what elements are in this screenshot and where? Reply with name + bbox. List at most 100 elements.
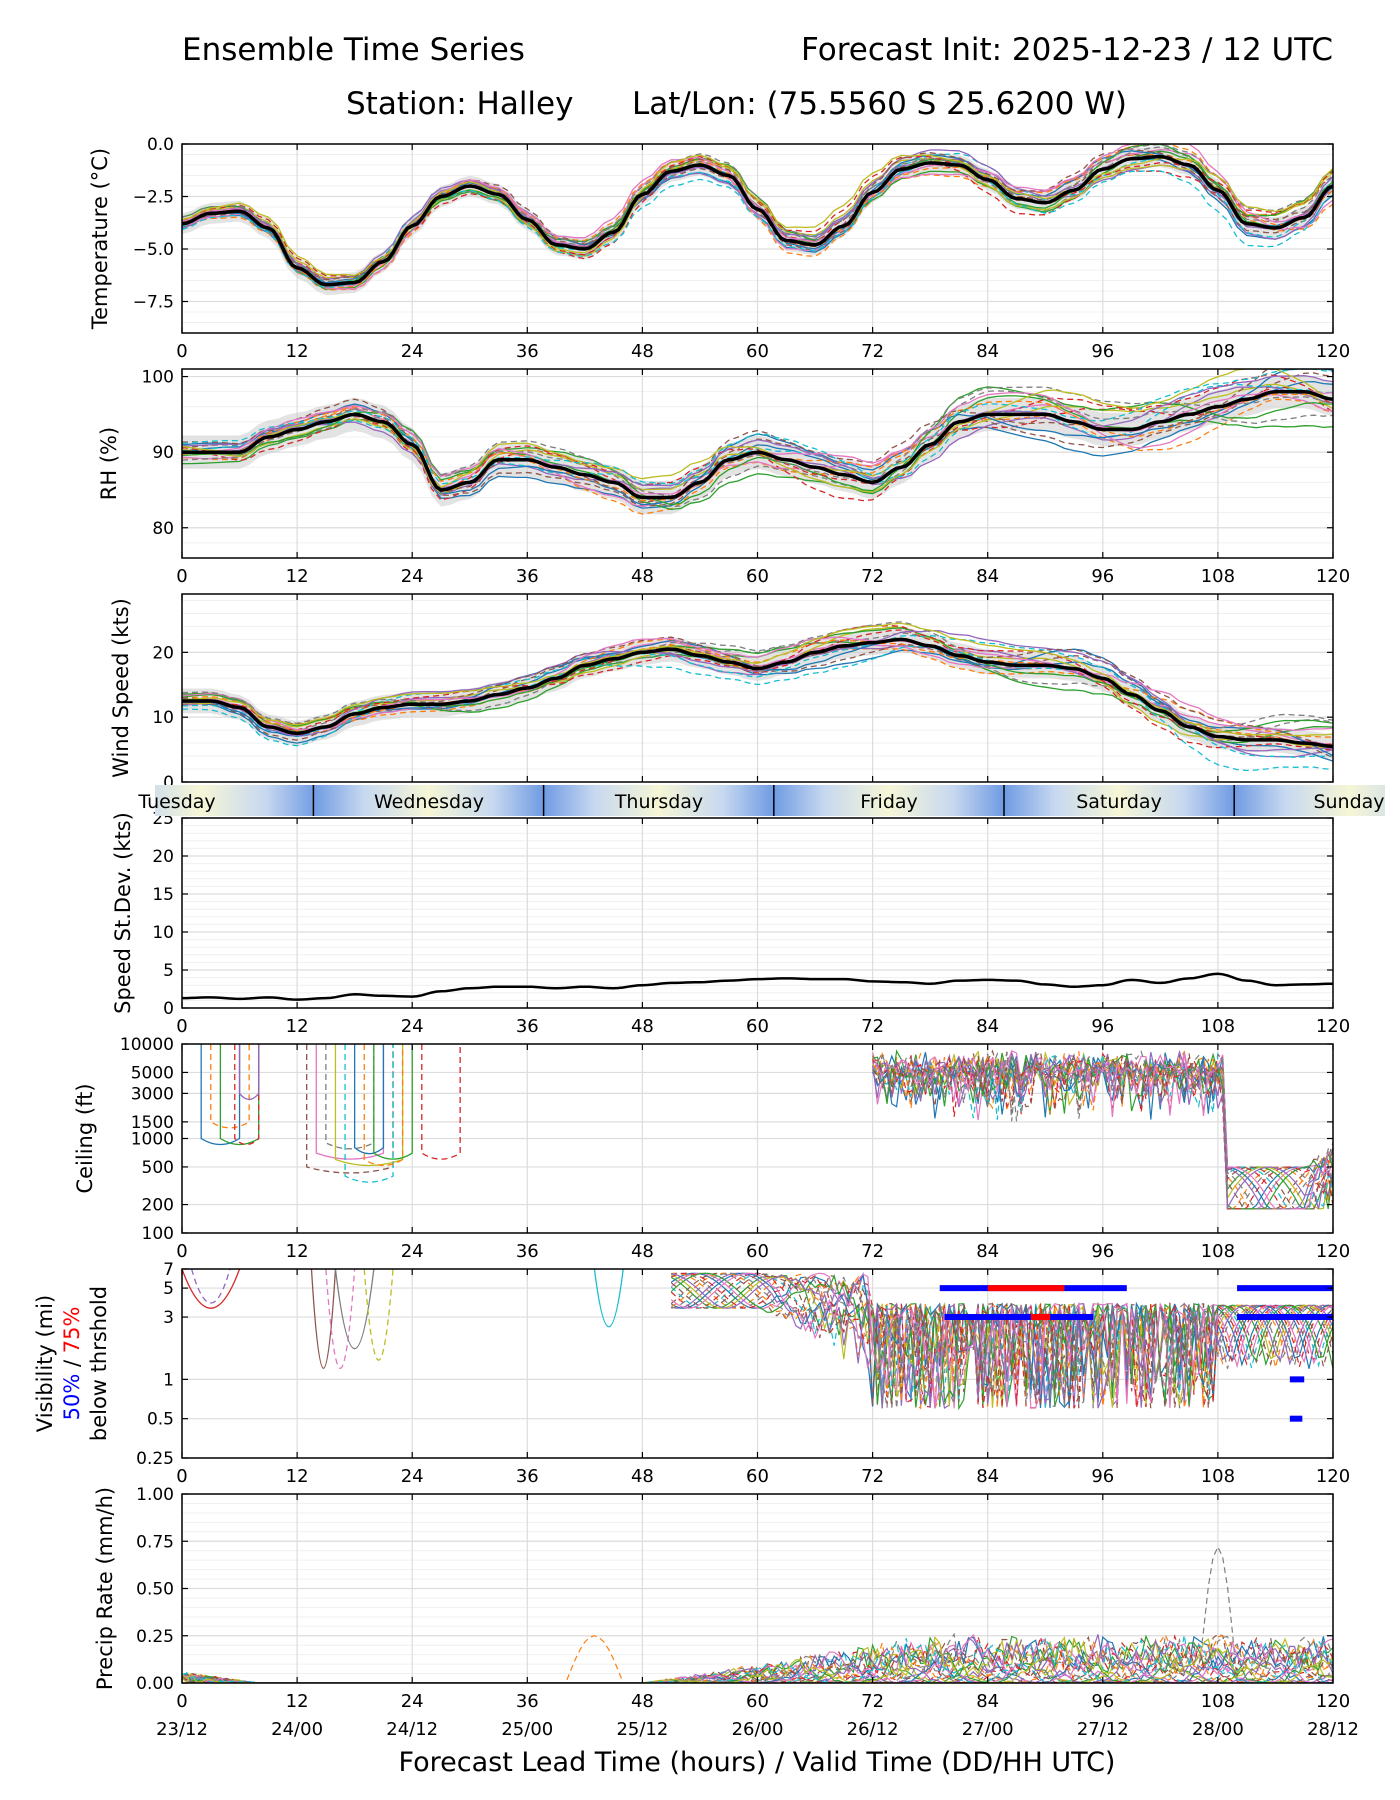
ceiling-member-line bbox=[872, 1055, 1333, 1210]
precip-xtick-label: 36 bbox=[516, 1691, 539, 1712]
temperature-xtick-label: 12 bbox=[286, 341, 309, 362]
speed_stdev-mean-line bbox=[182, 972, 1333, 1001]
ceiling-ytick-label: 100 bbox=[142, 1224, 174, 1244]
rh-member-line bbox=[182, 386, 1333, 497]
visibility-member-line bbox=[670, 1272, 1333, 1410]
day-label: Sunday bbox=[1313, 791, 1384, 813]
ceiling-member-line bbox=[872, 1052, 1333, 1210]
speed_stdev-xtick-label: 120 bbox=[1316, 1016, 1350, 1037]
visibility-member-line bbox=[671, 1272, 1333, 1409]
speed_stdev-xtick-label: 36 bbox=[516, 1016, 539, 1037]
visibility-ylabel-50: 50% bbox=[60, 1374, 84, 1421]
day-segment bbox=[155, 785, 317, 816]
speed_stdev-ytick-label: 20 bbox=[152, 847, 174, 867]
visibility-member-line bbox=[363, 1269, 394, 1361]
visibility-member-line bbox=[670, 1273, 1333, 1409]
valid-time-label: 28/00 bbox=[1192, 1719, 1244, 1740]
temperature-xtick-label: 108 bbox=[1201, 341, 1235, 362]
ceiling-member-line bbox=[354, 1044, 385, 1155]
ceiling-ytick-label: 1000 bbox=[131, 1130, 174, 1150]
visibility-xtick-label: 84 bbox=[976, 1466, 999, 1487]
wind_speed-ytick-label: 20 bbox=[152, 643, 174, 663]
rh-xtick-label: 72 bbox=[861, 566, 884, 587]
rh-xtick-label: 96 bbox=[1091, 566, 1114, 587]
rh-ytick-label: 100 bbox=[142, 368, 174, 388]
ceiling-ytick-label: 200 bbox=[142, 1196, 174, 1216]
valid-time-label: 26/12 bbox=[847, 1719, 899, 1740]
visibility-ylabel: Visibility (mi) bbox=[33, 1295, 57, 1432]
rh-ytick-label: 80 bbox=[152, 519, 174, 539]
visibility-member-line bbox=[670, 1272, 1333, 1409]
ceiling-ytick-label: 10000 bbox=[120, 1035, 174, 1055]
ceiling-member-line bbox=[234, 1044, 260, 1146]
temperature-member-line bbox=[182, 148, 1333, 290]
precip-ytick-label: 0.25 bbox=[136, 1627, 174, 1647]
ceiling-xtick-label: 108 bbox=[1201, 1241, 1235, 1262]
speed_stdev-xtick-label: 84 bbox=[976, 1016, 999, 1037]
visibility-member-line bbox=[670, 1272, 1333, 1409]
wind_speed-ytick-label: 0 bbox=[163, 773, 174, 793]
ceiling-ytick-label: 500 bbox=[142, 1158, 174, 1178]
visibility-member-line bbox=[334, 1269, 375, 1350]
visibility-ylabel-75: 75% bbox=[60, 1307, 84, 1354]
ceiling-xtick-label: 96 bbox=[1091, 1241, 1114, 1262]
ceiling-xtick-label: 120 bbox=[1316, 1241, 1350, 1262]
temperature-plot-area bbox=[182, 144, 1333, 333]
speed_stdev-ylabel: Speed St.Dev. (kts) bbox=[111, 812, 135, 1014]
ceiling-panel bbox=[181, 1043, 1334, 1234]
day-label: Saturday bbox=[1076, 791, 1162, 813]
ceiling-ylabel: Ceiling (ft) bbox=[73, 1083, 97, 1193]
temperature-xtick-label: 24 bbox=[401, 341, 424, 362]
precip-xtick-label: 84 bbox=[976, 1691, 999, 1712]
rh-xtick-label: 120 bbox=[1316, 566, 1350, 587]
day-band bbox=[155, 785, 1385, 816]
speed_stdev-xtick-label: 0 bbox=[176, 1016, 187, 1037]
valid-time-label: 25/00 bbox=[501, 1719, 553, 1740]
wind_speed-ylabel: Wind Speed (kts) bbox=[109, 598, 133, 778]
rh-member-line bbox=[182, 390, 1333, 508]
ceiling-xtick-label: 72 bbox=[861, 1241, 884, 1262]
speed_stdev-ytick-label: 0 bbox=[163, 999, 174, 1019]
speed_stdev-panel bbox=[181, 817, 1334, 1009]
precip-xtick-label: 0 bbox=[176, 1691, 187, 1712]
rh-xtick-label: 36 bbox=[516, 566, 539, 587]
rh-member-line bbox=[182, 393, 1333, 508]
valid-time-label: 23/12 bbox=[156, 1719, 208, 1740]
visibility-ytick-label: 3 bbox=[163, 1308, 174, 1328]
ceiling-xtick-label: 48 bbox=[631, 1241, 654, 1262]
visibility-member-line bbox=[670, 1272, 1333, 1409]
rh-xtick-label: 48 bbox=[631, 566, 654, 587]
ceiling-member-line bbox=[238, 1044, 260, 1101]
valid-time-label: 24/00 bbox=[271, 1719, 323, 1740]
temperature-xtick-label: 120 bbox=[1316, 341, 1350, 362]
day-segment bbox=[313, 785, 544, 816]
ceiling-member-line bbox=[872, 1049, 1333, 1210]
speed_stdev-plot-area bbox=[182, 818, 1333, 1008]
visibility-member-line bbox=[325, 1269, 356, 1369]
speed_stdev-ytick-label: 15 bbox=[152, 885, 174, 905]
valid-time-label: 24/12 bbox=[386, 1719, 438, 1740]
rh-mean-line bbox=[182, 389, 1333, 500]
rh-xtick-label: 84 bbox=[976, 566, 999, 587]
wind_speed-plot-area bbox=[182, 594, 1333, 782]
temperature-ylabel: Temperature (°C) bbox=[88, 148, 112, 330]
precip-member-line bbox=[182, 1638, 1333, 1683]
precip-member-line bbox=[182, 1637, 1333, 1683]
temperature-member-line bbox=[182, 154, 1333, 277]
visibility-ylabel-sep: / bbox=[60, 1353, 84, 1373]
day-segment bbox=[1004, 785, 1235, 816]
precip-ytick-label: 0.00 bbox=[136, 1674, 174, 1694]
day-label: Thursday bbox=[614, 791, 703, 813]
ceiling-member-line bbox=[872, 1052, 1333, 1210]
precip-plot-area bbox=[182, 1494, 1333, 1683]
wind_speed-ytick-label: 10 bbox=[152, 708, 174, 728]
rh-xtick-label: 12 bbox=[286, 566, 309, 587]
rh-member-line bbox=[182, 386, 1333, 506]
speed_stdev-xtick-label: 24 bbox=[401, 1016, 424, 1037]
precip-xtick-label: 120 bbox=[1316, 1691, 1350, 1712]
temperature-ytick-label: −2.5 bbox=[133, 188, 174, 208]
day-segment bbox=[773, 785, 1005, 816]
visibility-xtick-label: 24 bbox=[401, 1466, 424, 1487]
wind_speed-member-line bbox=[182, 630, 1333, 752]
rh-panel bbox=[181, 368, 1334, 559]
